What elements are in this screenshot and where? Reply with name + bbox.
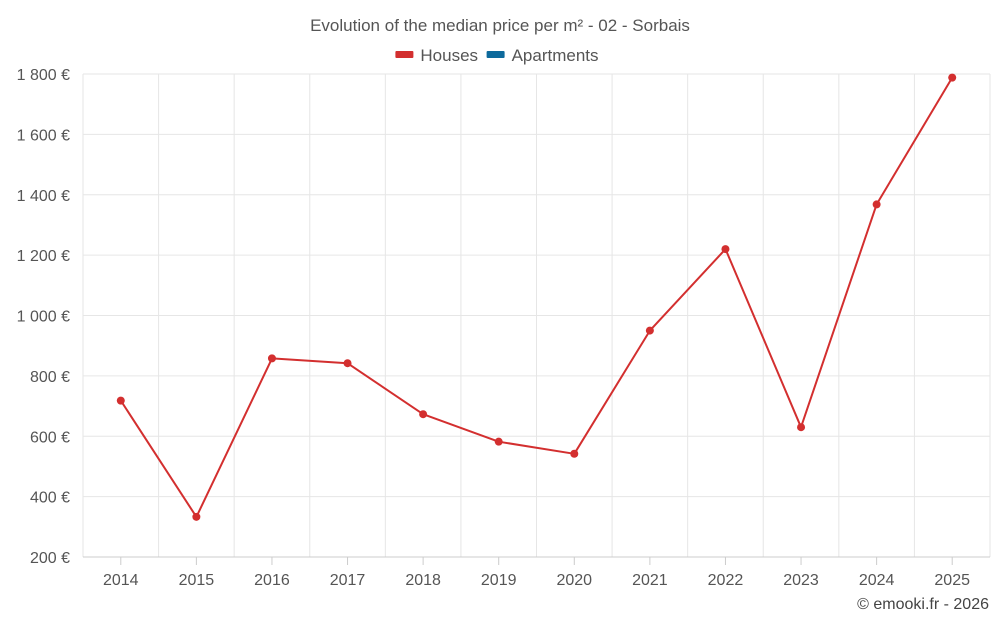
x-tick-label: 2024 xyxy=(859,572,895,589)
x-tick-label: 2019 xyxy=(481,572,517,589)
y-gridlines xyxy=(83,73,990,558)
x-tick-label: 2018 xyxy=(405,572,441,589)
legend-label-apartments[interactable]: Apartments xyxy=(512,46,599,65)
legend: Houses Apartments xyxy=(395,46,599,65)
y-tick-label: 1 200 € xyxy=(17,248,70,265)
data-point[interactable] xyxy=(948,73,957,82)
x-axis-ticks: 2014 2015 2016 2017 2018 2019 2020 2021 2022 2023… xyxy=(103,557,970,589)
series-group xyxy=(116,73,957,521)
y-tick-label: 1 600 € xyxy=(17,127,70,144)
data-point[interactable] xyxy=(721,245,730,254)
data-point[interactable] xyxy=(267,354,276,363)
y-axis-ticks: 200 € 400 € 600 € 800 € 1 000 € 1 200 € 1 400 … xyxy=(17,67,70,567)
y-tick-label: 1 800 € xyxy=(17,67,70,84)
data-point[interactable] xyxy=(494,437,503,446)
data-point[interactable] xyxy=(570,449,579,458)
y-tick-label: 1 400 € xyxy=(17,188,70,205)
data-point[interactable] xyxy=(645,326,654,335)
x-tick-label: 2015 xyxy=(179,572,215,589)
legend-swatch-houses[interactable] xyxy=(395,51,414,58)
x-tick-label: 2022 xyxy=(708,572,744,589)
y-tick-label: 800 € xyxy=(30,369,70,386)
data-point[interactable] xyxy=(797,423,806,432)
series-line-houses xyxy=(119,77,954,518)
data-point[interactable] xyxy=(192,512,201,521)
data-point[interactable] xyxy=(343,359,352,368)
x-tick-label: 2023 xyxy=(783,572,819,589)
y-tick-label: 200 € xyxy=(30,550,70,567)
x-tick-label: 2014 xyxy=(103,572,139,589)
y-tick-label: 600 € xyxy=(30,429,70,446)
data-point[interactable] xyxy=(116,396,125,405)
data-point[interactable] xyxy=(419,410,428,419)
x-tick-label: 2021 xyxy=(632,572,668,589)
y-tick-label: 400 € xyxy=(30,490,70,507)
legend-swatch-apartments[interactable] xyxy=(486,51,505,58)
x-tick-label: 2020 xyxy=(556,572,592,589)
credit-text: © emooki.fr - 2026 xyxy=(857,596,989,613)
chart-title: Evolution of the median price per m² - 0… xyxy=(310,16,690,35)
legend-label-houses[interactable]: Houses xyxy=(420,46,478,65)
data-point[interactable] xyxy=(872,200,881,209)
y-tick-label: 1 000 € xyxy=(17,309,70,326)
x-tick-label: 2025 xyxy=(934,572,970,589)
x-tick-label: 2017 xyxy=(330,572,366,589)
x-tick-label: 2016 xyxy=(254,572,290,589)
